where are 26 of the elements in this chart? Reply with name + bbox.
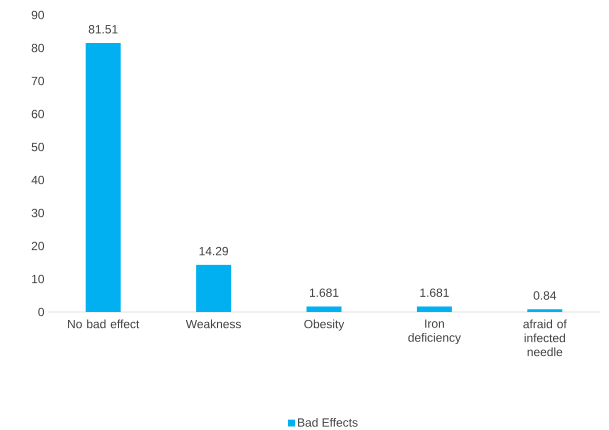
legend-label: Bad Effects	[298, 418, 358, 427]
x-tick-label: Weakness	[186, 320, 241, 328]
x-tick-label: Iron deficiency	[408, 320, 461, 344]
bar	[416, 306, 452, 312]
y-tick-label: 60	[32, 110, 44, 118]
data-label: 81.51	[88, 25, 118, 34]
bar	[306, 306, 342, 312]
data-label: 14.29	[200, 246, 228, 256]
y-tick-label: 90	[32, 10, 44, 20]
data-label: 1.681	[310, 288, 338, 297]
y-tick-label: 40	[31, 176, 44, 184]
y-tick-label: 20	[32, 242, 44, 250]
bar	[527, 309, 562, 312]
y-tick-label: 80	[32, 44, 44, 52]
data-label: 1.681	[420, 288, 449, 297]
x-tick-label: No bad effect	[68, 320, 140, 328]
y-tick-label: 10	[32, 274, 44, 284]
bar	[86, 43, 121, 312]
y-tick-label: 70	[32, 76, 44, 86]
x-tick-label: Obesity	[304, 320, 344, 331]
y-tick-label: 30	[32, 208, 44, 218]
y-tick-label: 0	[38, 308, 44, 316]
bar	[196, 264, 232, 312]
y-tick-label: 50	[32, 142, 44, 152]
data-label: 0.84	[534, 291, 556, 300]
x-tick-label: afraid of infected needle	[523, 320, 567, 356]
